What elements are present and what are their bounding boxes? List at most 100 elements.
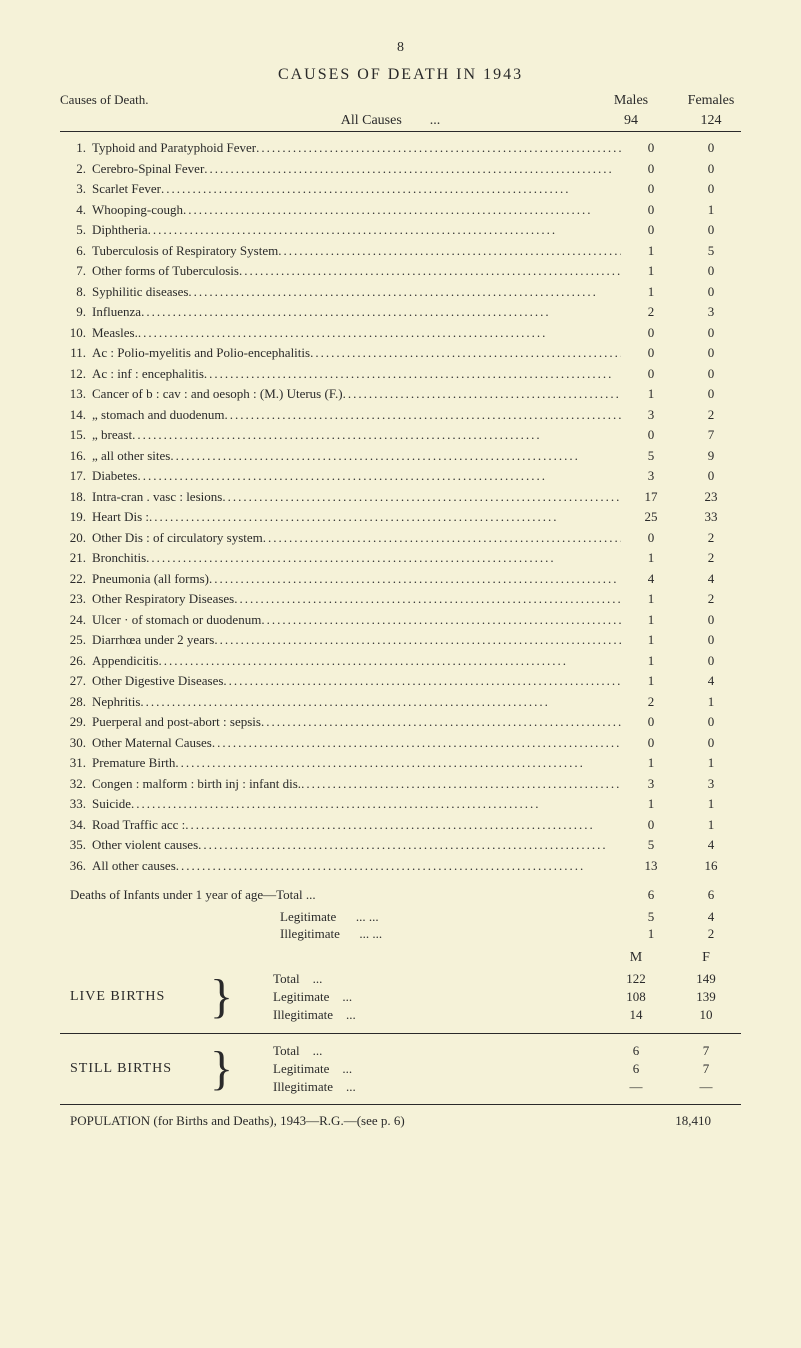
row-males: 0 [621, 815, 681, 835]
row-description: Bronchitis [92, 548, 621, 568]
births-item: Illegitimate ...—— [243, 1078, 741, 1096]
row-description: Tuberculosis of Respiratory System [92, 241, 621, 261]
population-value: 18,410 [675, 1113, 711, 1129]
row-description: Nephritis [92, 692, 621, 712]
row-females: 0 [681, 651, 741, 671]
row-number: 9. [60, 302, 92, 322]
row-males: 3 [621, 466, 681, 486]
row-description: Whooping-cough [92, 200, 621, 220]
column-header-males: Males [601, 93, 661, 109]
births-f: 10 [671, 1006, 741, 1024]
row-number: 29. [60, 712, 92, 732]
row-females: 2 [681, 589, 741, 609]
row-males: 4 [621, 569, 681, 589]
births-f: 7 [671, 1060, 741, 1078]
deaths-illegitimate-label: Illegitimate ... ... [60, 926, 621, 942]
births-item: Total ...67 [243, 1042, 741, 1060]
table-row: 1.Typhoid and Paratyphoid Fever00 [60, 138, 741, 158]
births-item-label: Total ... [243, 970, 601, 988]
row-females: 0 [681, 138, 741, 158]
row-description: Syphilitic diseases [92, 282, 621, 302]
row-males: 1 [621, 589, 681, 609]
row-males: 0 [621, 179, 681, 199]
live-births-label: LIVE BIRTHS [70, 989, 210, 1005]
births-m: 6 [601, 1060, 671, 1078]
row-description: „ all other sites [92, 446, 621, 466]
births-item-label: Total ... [243, 1042, 601, 1060]
row-description: Other Respiratory Diseases [92, 589, 621, 609]
row-males: 17 [621, 487, 681, 507]
row-males: 0 [621, 159, 681, 179]
row-females: 9 [681, 446, 741, 466]
row-description: Appendicitis [92, 651, 621, 671]
table-row: 3.Scarlet Fever00 [60, 179, 741, 199]
row-females: 2 [681, 548, 741, 568]
row-number: 15. [60, 425, 92, 445]
row-description: Ulcer · of stomach or duodenum [92, 610, 621, 630]
all-causes-label: All Causes ... [60, 113, 601, 129]
row-females: 4 [681, 835, 741, 855]
row-males: 5 [621, 446, 681, 466]
row-females: 0 [681, 343, 741, 363]
row-number: 35. [60, 835, 92, 855]
row-males: 0 [621, 712, 681, 732]
row-males: 0 [621, 200, 681, 220]
row-description: Other Dis : of circulatory system [92, 528, 621, 548]
table-row: 14. „ stomach and duodenum32 [60, 405, 741, 425]
table-row: 22.Pneumonia (all forms)44 [60, 569, 741, 589]
row-females: 2 [681, 405, 741, 425]
births-item-label: Illegitimate ... [243, 1078, 601, 1096]
table-row: 11.Ac : Polio-myelitis and Polio-encepha… [60, 343, 741, 363]
row-males: 1 [621, 630, 681, 650]
row-females: 0 [681, 630, 741, 650]
table-row: 21.Bronchitis12 [60, 548, 741, 568]
row-number: 10. [60, 323, 92, 343]
row-females: 1 [681, 200, 741, 220]
row-description: Ac : inf : encephalitis [92, 364, 621, 384]
row-description: Other Digestive Diseases [92, 671, 621, 691]
row-males: 0 [621, 343, 681, 363]
row-description: All other causes [92, 856, 621, 876]
brace-icon: } [210, 1052, 233, 1086]
row-males: 3 [621, 405, 681, 425]
row-number: 33. [60, 794, 92, 814]
table-row: 10.Measles.00 [60, 323, 741, 343]
row-males: 1 [621, 610, 681, 630]
causes-table-body: 1.Typhoid and Paratyphoid Fever002.Cereb… [60, 138, 741, 875]
table-row: 25.Diarrhœa under 2 years10 [60, 630, 741, 650]
row-number: 18. [60, 487, 92, 507]
births-m: — [601, 1078, 671, 1096]
row-description: Diphtheria [92, 220, 621, 240]
row-number: 27. [60, 671, 92, 691]
table-row: 17.Diabetes30 [60, 466, 741, 486]
row-description: Other forms of Tuberculosis [92, 261, 621, 281]
deaths-legitimate-females: 4 [681, 909, 741, 925]
table-row: 7.Other forms of Tuberculosis10 [60, 261, 741, 281]
row-number: 12. [60, 364, 92, 384]
row-females: 3 [681, 774, 741, 794]
row-males: 0 [621, 364, 681, 384]
all-causes-females: 124 [681, 113, 741, 129]
mf-header-f: F [671, 950, 741, 966]
births-item: Illegitimate ...1410 [243, 1006, 741, 1024]
row-males: 2 [621, 302, 681, 322]
row-females: 0 [681, 282, 741, 302]
still-births-label: STILL BIRTHS [70, 1061, 210, 1077]
row-number: 32. [60, 774, 92, 794]
table-row: 12.Ac : inf : encephalitis00 [60, 364, 741, 384]
row-description: Pneumonia (all forms) [92, 569, 621, 589]
row-males: 1 [621, 241, 681, 261]
row-description: Diarrhœa under 2 years [92, 630, 621, 650]
row-description: Congen : malform : birth inj : infant di… [92, 774, 621, 794]
row-description: Premature Birth [92, 753, 621, 773]
row-males: 1 [621, 671, 681, 691]
births-m: 122 [601, 970, 671, 988]
row-females: 0 [681, 323, 741, 343]
table-row: 4.Whooping-cough01 [60, 200, 741, 220]
row-males: 1 [621, 548, 681, 568]
brace-icon: } [210, 980, 233, 1014]
row-females: 4 [681, 671, 741, 691]
row-females: 0 [681, 179, 741, 199]
row-description: Road Traffic acc : [92, 815, 621, 835]
row-number: 6. [60, 241, 92, 261]
